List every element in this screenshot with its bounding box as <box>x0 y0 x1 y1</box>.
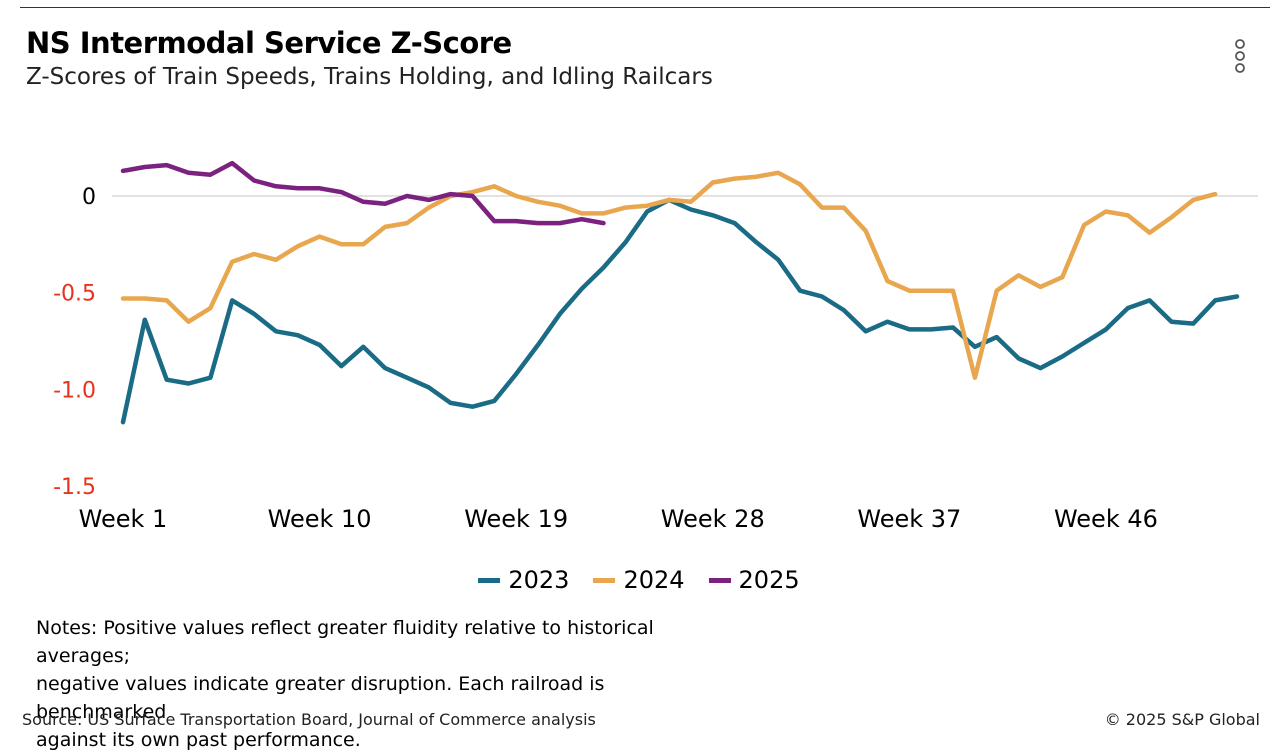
x-tick-label: Week 1 <box>79 505 168 533</box>
y-tick-label: -1.0 <box>53 378 96 403</box>
legend-swatch-2023 <box>478 577 501 583</box>
legend-label-2024: 2024 <box>623 566 685 594</box>
x-tick-label: Week 10 <box>268 505 372 533</box>
vertical-dots-icon <box>1235 39 1245 73</box>
legend-label-2023: 2023 <box>508 566 570 594</box>
legend-swatch-2024 <box>593 577 616 583</box>
legend-item-2025[interactable]: 2025 <box>708 566 800 594</box>
notes-line-3: against its own past performance. <box>36 729 361 751</box>
x-tick-label: Week 46 <box>1054 505 1158 533</box>
copyright-note: © 2025 S&P Global <box>1104 710 1260 729</box>
legend-item-2023[interactable]: 2023 <box>478 566 569 594</box>
source-note: Source: US Surface Transportation Board,… <box>22 710 596 729</box>
y-tick-label: 0 <box>82 185 96 210</box>
top-rule <box>20 7 1270 8</box>
chart-subtitle: Z-Scores of Train Speeds, Trains Holding… <box>26 64 713 90</box>
series-line-2025 <box>120 160 606 226</box>
y-tick-label: -1.5 <box>53 475 96 500</box>
line-chart: 0 -0.5 -1.0 -1.5 Week 1 Week 10 Week 19 Week 28… <box>53 160 1258 533</box>
x-tick-label: Week 28 <box>661 505 765 533</box>
y-tick-label: -0.5 <box>53 282 96 307</box>
chart-legend: 2023 2024 2025 <box>0 566 1278 594</box>
series-line-2023 <box>120 197 1240 425</box>
x-tick-label: Week 19 <box>464 505 568 533</box>
x-tick-label: Week 37 <box>857 505 961 533</box>
series-line-2024 <box>120 170 1218 380</box>
notes-line-2: negative values indicate greater disrupt… <box>36 673 605 723</box>
notes-line-1: Notes: Positive values reflect greater f… <box>36 617 654 667</box>
chart-notes: Notes: Positive values reflect greater f… <box>36 614 736 754</box>
legend-swatch-2025 <box>708 577 731 583</box>
legend-label-2025: 2025 <box>738 566 800 594</box>
chart-menu-button[interactable] <box>1232 38 1248 74</box>
legend-item-2024[interactable]: 2024 <box>593 566 685 594</box>
chart-title: NS Intermodal Service Z-Score <box>26 26 512 60</box>
